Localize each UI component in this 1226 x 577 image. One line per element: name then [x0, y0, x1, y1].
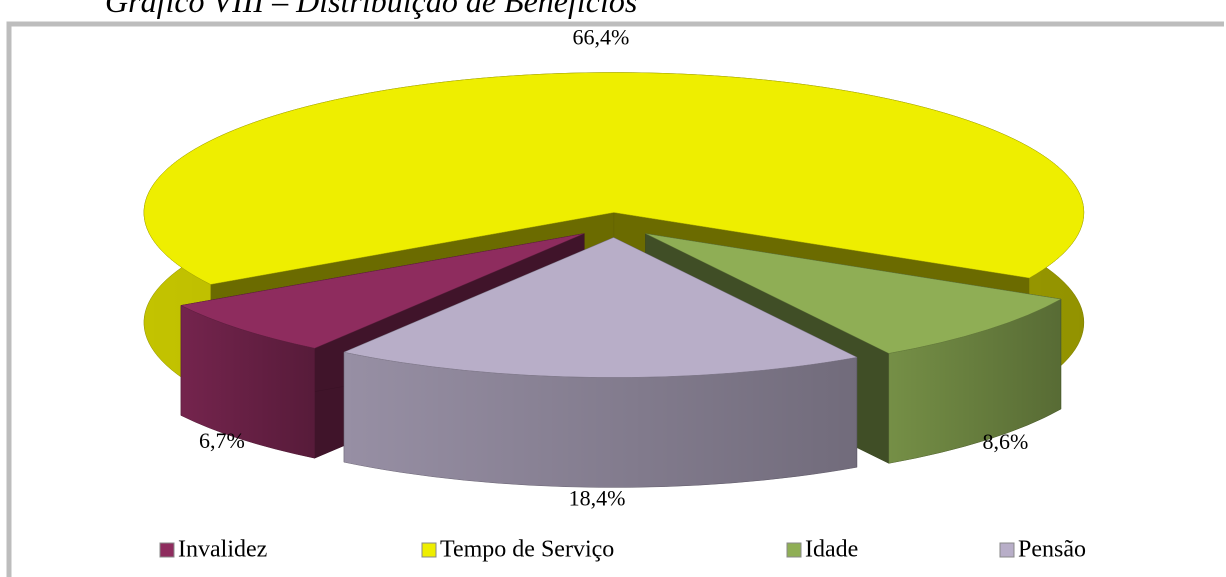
legend-swatch: [159, 542, 175, 558]
legend-swatch: [999, 542, 1015, 558]
legend-label: Invalidez: [178, 537, 267, 563]
slice-top: [143, 72, 1085, 285]
legend-label: Pensão: [1018, 537, 1086, 563]
data-label: 18,4%: [569, 485, 626, 510]
slice-wall-shade: [344, 352, 857, 488]
legend-label: Idade: [805, 537, 858, 563]
slice-top: [343, 237, 858, 378]
legend-label: Tempo de Serviço: [440, 537, 614, 563]
legend-swatch: [786, 542, 802, 558]
slice-wall-shade: [180, 305, 315, 459]
data-label: 8,6%: [983, 429, 1029, 454]
data-label: 6,7%: [199, 428, 245, 453]
legend: Invalidez Tempo de Serviço Idade Pensão: [159, 537, 1086, 563]
slice-top: [180, 233, 585, 349]
chart-title: Gráfico VIII – Distribuição de Benefício…: [105, 0, 637, 19]
data-label: 66,4%: [572, 25, 629, 50]
slice-top: [645, 233, 1062, 354]
slice-wall-shade: [888, 299, 1061, 464]
legend-swatch: [421, 542, 437, 558]
pie: 6,7% 66,4% 8,6% 18,4%: [143, 25, 1085, 510]
slice: [343, 237, 858, 488]
frame: [6, 21, 1224, 577]
